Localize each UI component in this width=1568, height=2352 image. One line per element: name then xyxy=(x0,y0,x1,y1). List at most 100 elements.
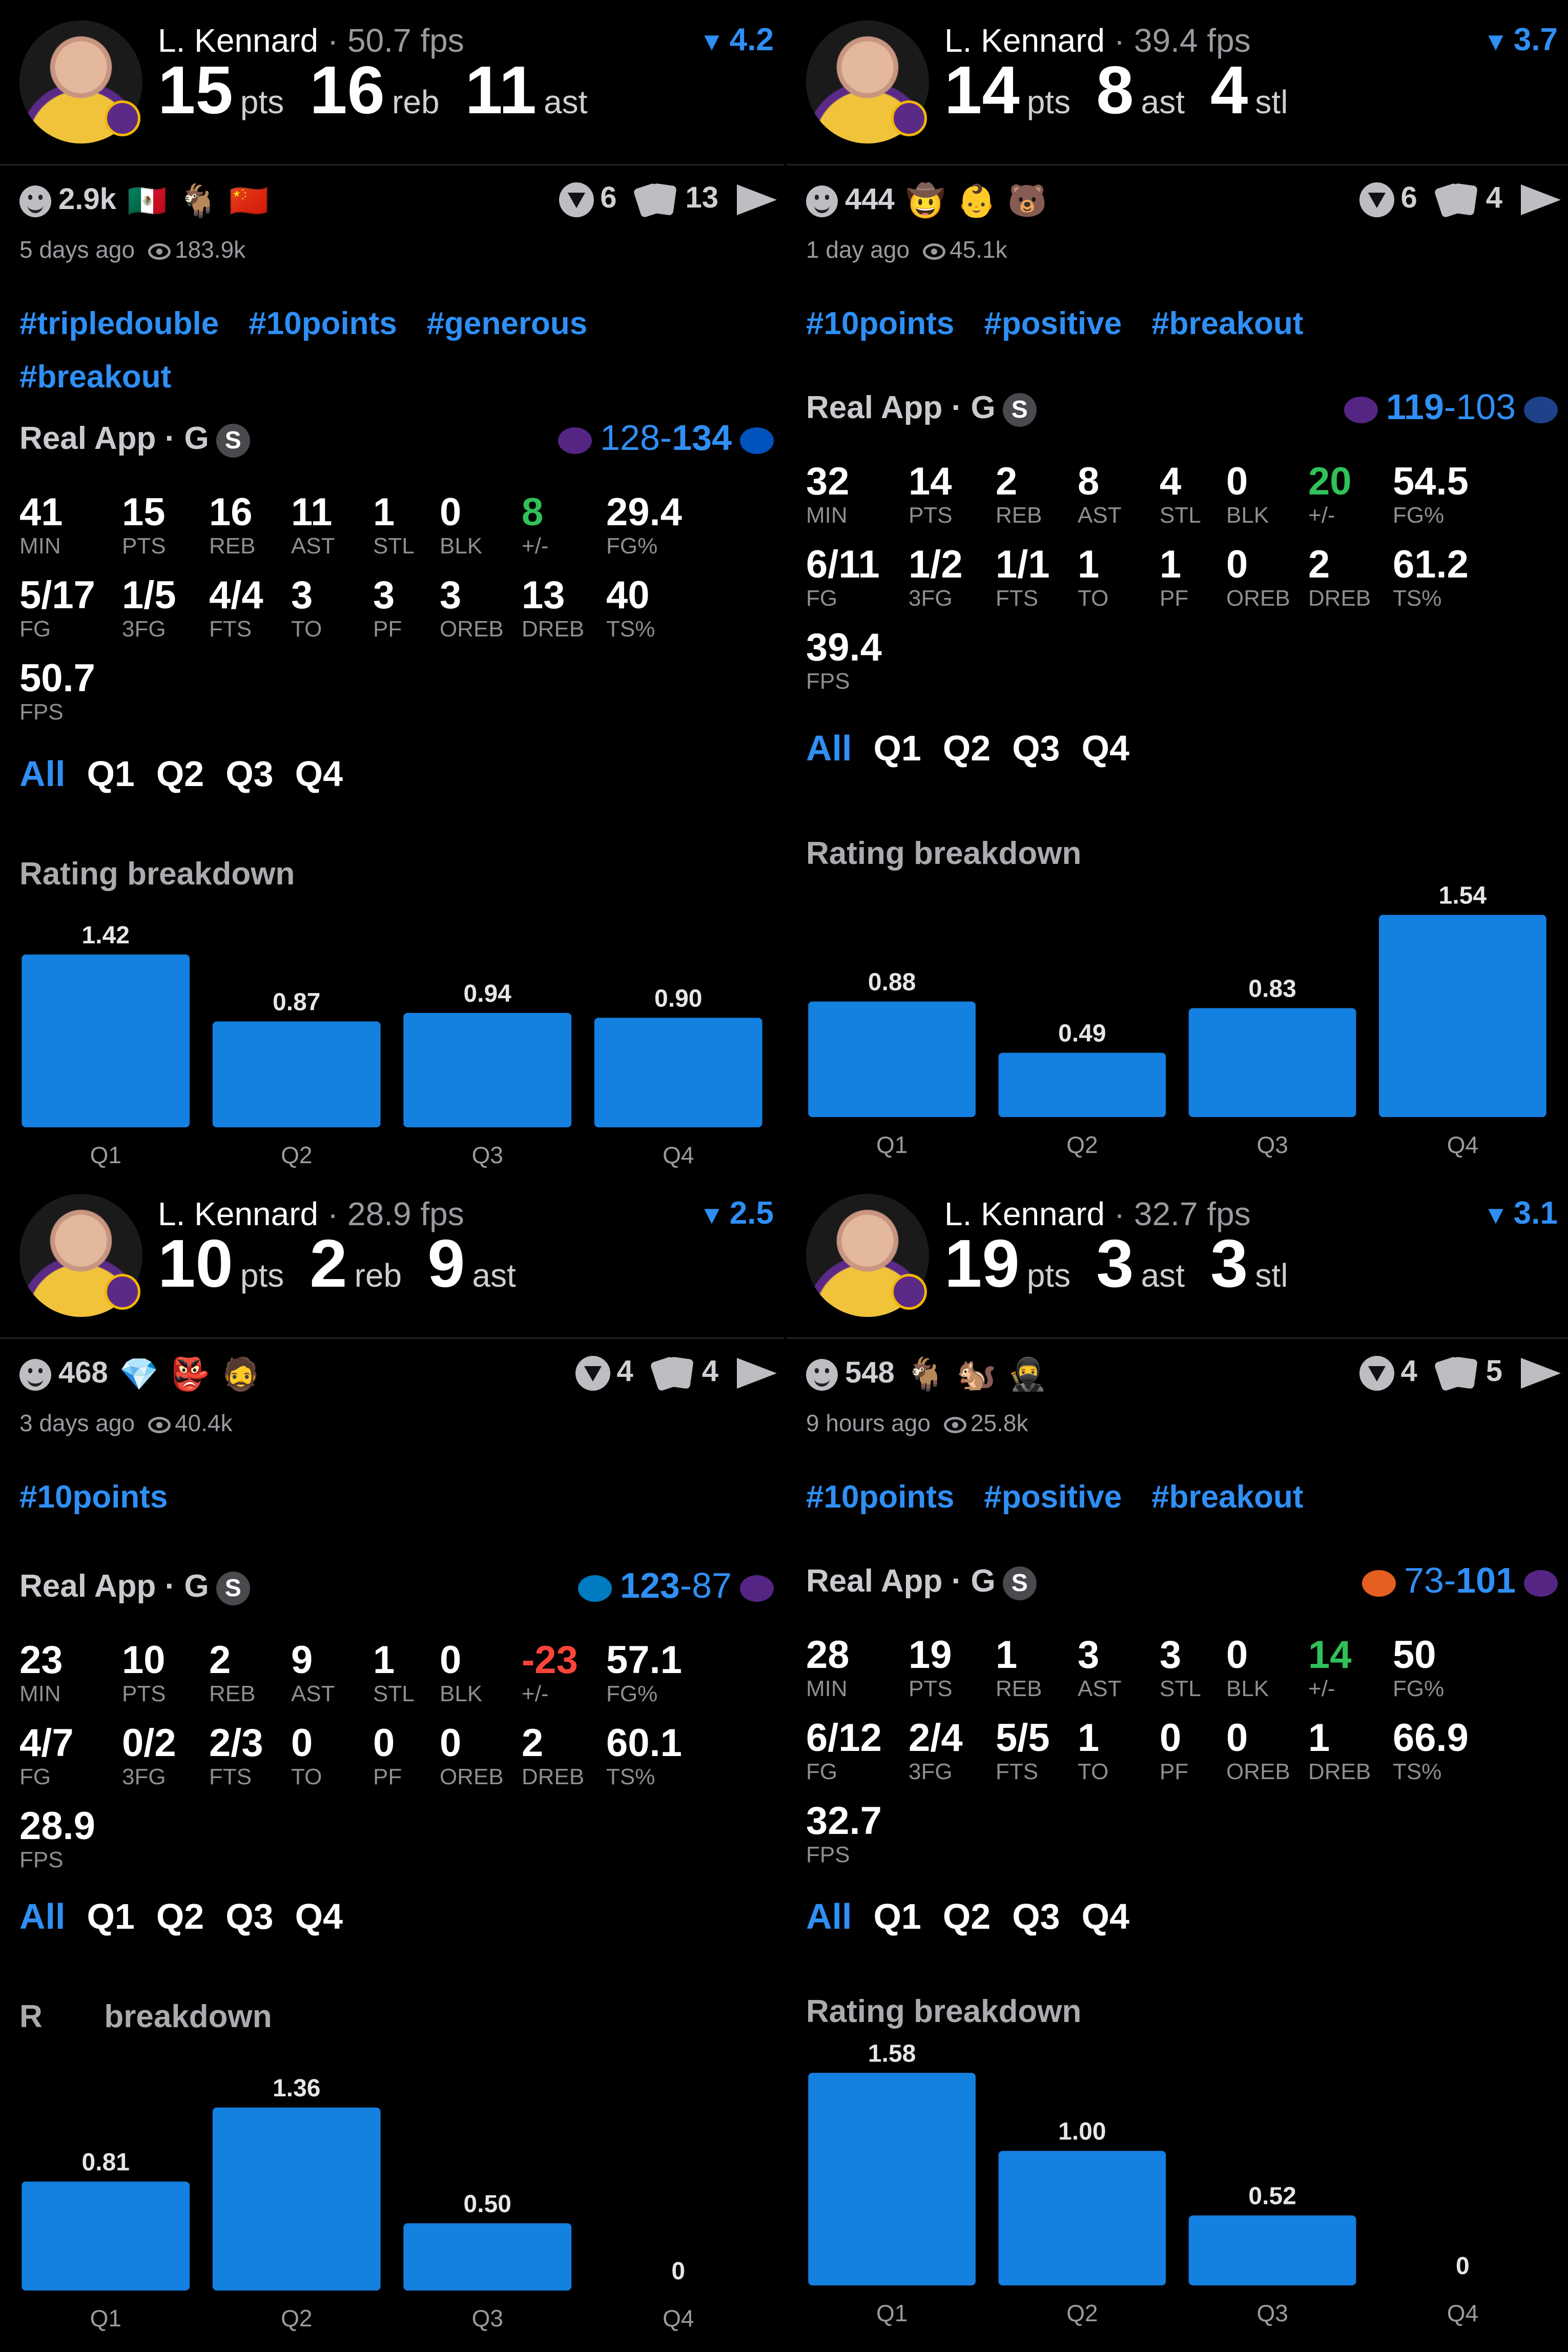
player-name[interactable]: L. Kennard xyxy=(944,22,1105,59)
stat-value: 40 xyxy=(606,573,650,617)
stat-label: FTS xyxy=(209,1764,252,1789)
tab-all[interactable]: All xyxy=(19,754,66,794)
stat-label: FPS xyxy=(806,669,850,694)
player-avatar[interactable] xyxy=(19,1194,142,1317)
hashtag-link[interactable]: #positive xyxy=(984,1479,1122,1515)
tab-q2[interactable]: Q2 xyxy=(156,1896,204,1936)
tab-q1[interactable]: Q1 xyxy=(873,728,921,768)
tab-q2[interactable]: Q2 xyxy=(942,1896,991,1936)
chart-bar[interactable] xyxy=(1379,915,1546,1117)
chart-bar[interactable] xyxy=(1188,2215,1356,2286)
shield-icon[interactable] xyxy=(1359,182,1395,217)
tab-q3[interactable]: Q3 xyxy=(1012,728,1060,768)
player-name-line[interactable]: L. Kennard · 32.7 fps xyxy=(944,1195,1251,1233)
player-avatar[interactable] xyxy=(806,20,929,143)
tab-q4[interactable]: Q4 xyxy=(295,1896,343,1936)
game-score[interactable]: 123-87 xyxy=(578,1565,774,1606)
chart-bar[interactable] xyxy=(212,1021,381,1127)
player-name-line[interactable]: L. Kennard · 39.4 fps xyxy=(944,22,1251,59)
player-name[interactable]: L. Kennard xyxy=(158,1195,319,1232)
tab-q4[interactable]: Q4 xyxy=(1081,1896,1130,1936)
chart-bar[interactable] xyxy=(998,1053,1166,1117)
cards-icon[interactable] xyxy=(637,184,678,215)
tab-q3[interactable]: Q3 xyxy=(1012,1896,1060,1936)
cards-icon[interactable] xyxy=(1438,184,1479,215)
send-icon[interactable] xyxy=(737,184,777,215)
game-score[interactable]: 119-103 xyxy=(1344,386,1558,427)
chart-bar[interactable] xyxy=(998,2151,1166,2286)
player-name-line[interactable]: L. Kennard · 50.7 fps xyxy=(158,22,464,59)
player-avatar[interactable] xyxy=(19,20,142,143)
stat-label: OREB xyxy=(440,616,504,642)
stat-cell: 1/5 3FG xyxy=(122,575,176,643)
chart-bar[interactable] xyxy=(22,2181,190,2291)
stat-value: 0 xyxy=(1160,1716,1182,1760)
player-name-line[interactable]: L. Kennard · 28.9 fps xyxy=(158,1195,464,1233)
smiley-icon[interactable] xyxy=(806,1358,838,1391)
hashtag-link[interactable]: #tripledouble xyxy=(19,306,219,341)
quarter-tabs: All Q1 Q2 Q3 Q4 xyxy=(806,1896,1151,1937)
game-score[interactable]: 128-134 xyxy=(558,417,774,458)
hashtag-link[interactable]: #breakout xyxy=(1151,1479,1304,1515)
hashtag-link[interactable]: #generous xyxy=(426,306,588,341)
game-score[interactable]: 73-101 xyxy=(1362,1560,1558,1601)
tab-q1[interactable]: Q1 xyxy=(87,1896,135,1936)
stat-value: 9 xyxy=(291,1638,313,1682)
tab-q2[interactable]: Q2 xyxy=(942,728,991,768)
hashtag-link[interactable]: #10points xyxy=(249,306,397,341)
stat-cell: 4/4 FTS xyxy=(209,575,263,643)
rating-badge[interactable]: ▼ 3.7 xyxy=(1483,22,1558,58)
rating-badge[interactable]: ▼ 2.5 xyxy=(699,1195,774,1231)
hashtag-link[interactable]: #positive xyxy=(984,306,1122,341)
stat-value: 3 xyxy=(1160,1633,1182,1677)
send-icon[interactable] xyxy=(737,1357,777,1389)
send-icon[interactable] xyxy=(1521,184,1561,215)
chart-bar[interactable] xyxy=(808,1001,976,1118)
reactions-row[interactable]: 444 🤠 👶 🐻 xyxy=(806,182,1047,220)
reactions-row[interactable]: 548 🐐 🐿️ 🥷 xyxy=(806,1355,1047,1393)
tab-q1[interactable]: Q1 xyxy=(873,1896,921,1936)
tab-all[interactable]: All xyxy=(806,728,852,768)
shield-icon[interactable] xyxy=(575,1355,611,1391)
smiley-icon[interactable] xyxy=(19,1358,51,1391)
tab-all[interactable]: All xyxy=(806,1896,852,1936)
smiley-icon[interactable] xyxy=(806,185,838,217)
hashtag-link[interactable]: #10points xyxy=(806,306,955,341)
player-name[interactable]: L. Kennard xyxy=(158,22,319,59)
chart-bar[interactable] xyxy=(808,2073,976,2285)
hashtag-link[interactable]: #10points xyxy=(806,1479,955,1515)
chart-bar[interactable] xyxy=(22,954,190,1127)
player-name[interactable]: L. Kennard xyxy=(944,1195,1105,1232)
rating-badge[interactable]: ▼ 3.1 xyxy=(1483,1195,1558,1231)
rating-badge[interactable]: ▼ 4.2 xyxy=(699,22,774,58)
send-icon[interactable] xyxy=(1521,1357,1561,1389)
tab-q4[interactable]: Q4 xyxy=(295,754,343,794)
smiley-icon[interactable] xyxy=(19,185,51,217)
chart-bar[interactable] xyxy=(212,2108,381,2291)
hashtag-link[interactable]: #breakout xyxy=(19,359,172,395)
hashtag-link[interactable]: #breakout xyxy=(1151,306,1304,341)
chart-bar[interactable] xyxy=(403,1013,572,1127)
tab-q2[interactable]: Q2 xyxy=(156,754,204,794)
player-avatar[interactable] xyxy=(806,1194,929,1317)
reactions-row[interactable]: 2.9k 🇲🇽 🐐 🇨🇳 xyxy=(19,182,269,220)
tab-q3[interactable]: Q3 xyxy=(225,754,274,794)
tab-all[interactable]: All xyxy=(19,1896,66,1936)
stat-label: FG xyxy=(806,1759,838,1784)
shield-icon[interactable] xyxy=(559,182,594,217)
shield-icon[interactable] xyxy=(1359,1355,1395,1391)
chart-bar[interactable] xyxy=(1188,1008,1356,1117)
tab-q1[interactable]: Q1 xyxy=(87,754,135,794)
chart-bar[interactable] xyxy=(403,2223,572,2291)
hashtag-link[interactable]: #10points xyxy=(19,1479,168,1515)
tab-q3[interactable]: Q3 xyxy=(225,1896,274,1936)
tab-q4[interactable]: Q4 xyxy=(1081,728,1130,768)
cards-icon[interactable] xyxy=(1438,1358,1479,1389)
reactions-row[interactable]: 468 💎 👺 🧔 xyxy=(19,1355,260,1393)
chart-bar[interactable] xyxy=(594,1018,762,1127)
cards-icon[interactable] xyxy=(654,1358,695,1389)
